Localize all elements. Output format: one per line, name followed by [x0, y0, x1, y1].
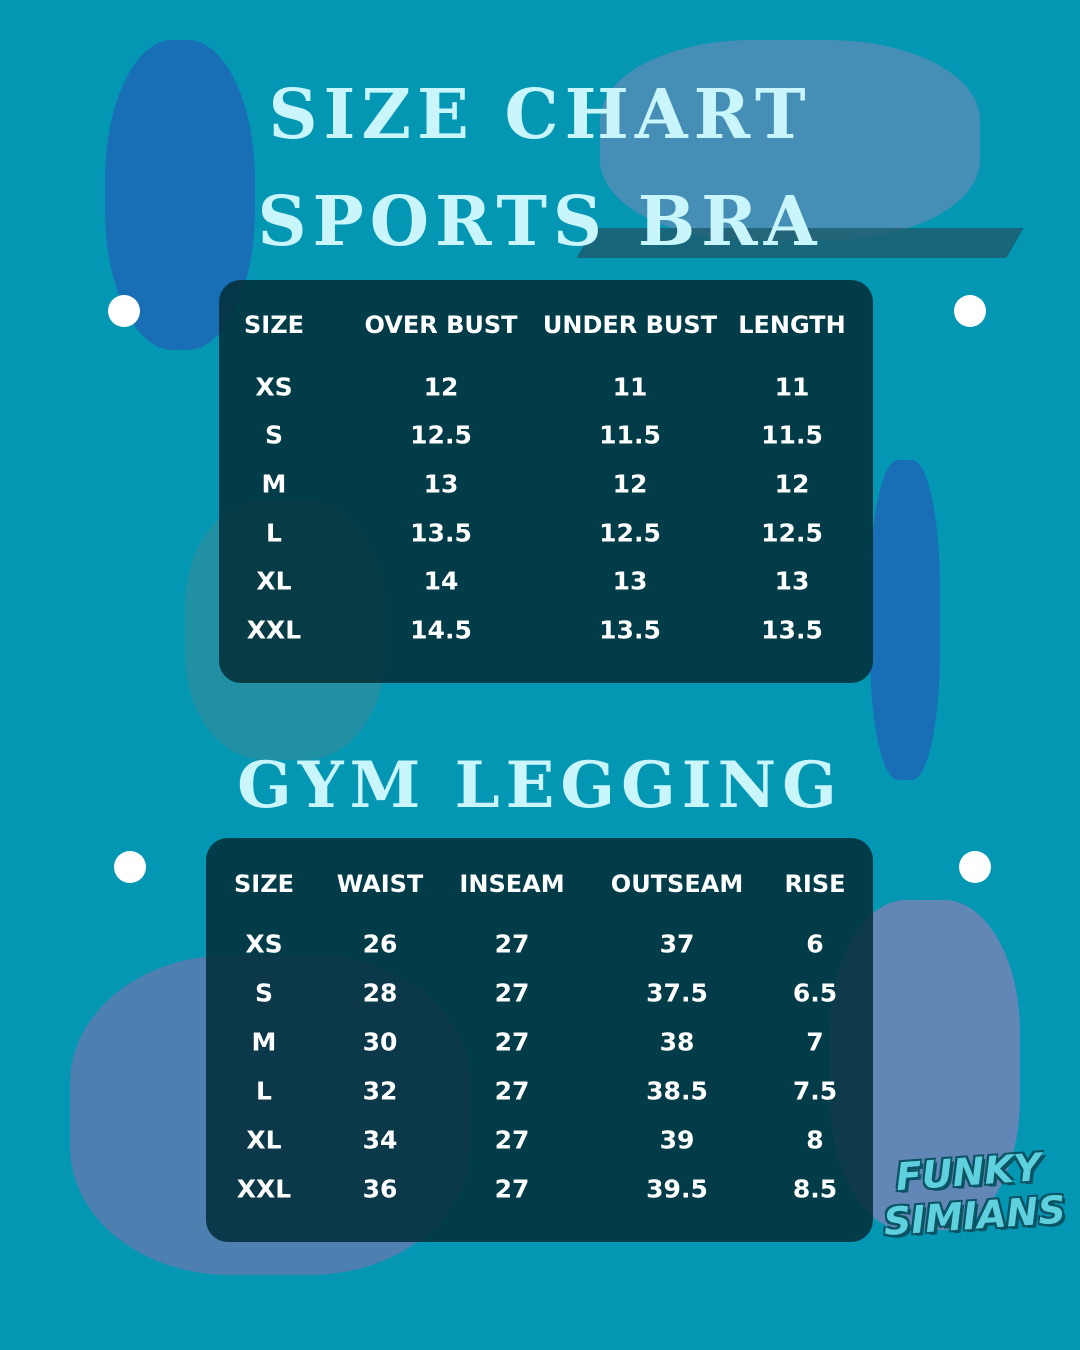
- title-gym-legging: GYM LEGGING: [237, 748, 843, 823]
- table-cell: 37.5: [646, 978, 708, 1008]
- table-cell: 11.5: [761, 420, 823, 450]
- table-cell: XL: [246, 1125, 282, 1155]
- column-header-rise: RISE: [784, 870, 846, 898]
- column-header-over-bust: OVER BUST: [364, 311, 518, 339]
- decorative-dot: [114, 851, 146, 883]
- woman-yoga-illustration: [600, 40, 980, 240]
- table-cell: 38.5: [646, 1076, 708, 1106]
- table-cell: 7.5: [792, 1076, 838, 1106]
- table-cell: 14: [423, 566, 459, 596]
- table-cell: 27: [494, 1125, 530, 1155]
- table-cell: 28: [362, 978, 398, 1008]
- table-cell: 7: [806, 1027, 824, 1057]
- table-cell: L: [266, 518, 282, 548]
- table-cell: XS: [245, 929, 283, 959]
- table-cell: XXL: [246, 615, 302, 645]
- table-cell: 27: [494, 929, 530, 959]
- gym-legging-size-table: SIZE WAIST INSEAM OUTSEAM RISE XS 26 27 37 6 S 28 27…: [206, 838, 873, 1242]
- decorative-dot: [954, 295, 986, 327]
- column-header-inseam: INSEAM: [459, 870, 565, 898]
- table-cell: S: [254, 978, 274, 1008]
- table-cell: 13: [612, 566, 648, 596]
- table-cell: 27: [494, 1076, 530, 1106]
- table-cell: 11.5: [599, 420, 661, 450]
- table-cell: 39.5: [646, 1174, 708, 1204]
- table-cell: 13.5: [410, 518, 472, 548]
- woman-jump-rope-illustration: [870, 460, 940, 780]
- table-cell: 13: [423, 469, 459, 499]
- table-cell: 11: [612, 372, 648, 402]
- table-cell: 13.5: [599, 615, 661, 645]
- table-cell: 8: [806, 1125, 824, 1155]
- column-header-under-bust: UNDER BUST: [542, 311, 718, 339]
- table-cell: S: [264, 420, 284, 450]
- table-cell: 11: [774, 372, 810, 402]
- table-cell: XS: [255, 372, 293, 402]
- title-sports-bra: SPORTS BRA: [257, 182, 823, 262]
- table-cell: 6.5: [792, 978, 838, 1008]
- table-cell: 37: [659, 929, 695, 959]
- column-header-outseam: OUTSEAM: [610, 870, 744, 898]
- table-cell: 26: [362, 929, 398, 959]
- column-header-size: SIZE: [243, 311, 305, 339]
- table-cell: 12: [774, 469, 810, 499]
- column-header-length: LENGTH: [738, 311, 846, 339]
- table-cell: 14.5: [410, 615, 472, 645]
- column-header-size: SIZE: [233, 870, 295, 898]
- table-cell: XL: [256, 566, 292, 596]
- table-cell: 6: [806, 929, 824, 959]
- table-cell: 27: [494, 978, 530, 1008]
- table-cell: M: [261, 469, 287, 499]
- table-cell: 39: [659, 1125, 695, 1155]
- table-cell: 30: [362, 1027, 398, 1057]
- table-cell: 27: [494, 1174, 530, 1204]
- table-cell: 36: [362, 1174, 398, 1204]
- table-cell: 27: [494, 1027, 530, 1057]
- table-cell: XXL: [236, 1174, 292, 1204]
- table-cell: 12.5: [410, 420, 472, 450]
- table-cell: 12: [612, 469, 648, 499]
- table-cell: 13.5: [761, 615, 823, 645]
- title-size-chart: SIZE CHART: [268, 75, 812, 155]
- table-cell: 32: [362, 1076, 398, 1106]
- funky-simians-logo: FUNKY SIMIANS: [879, 1144, 1067, 1244]
- decorative-dot: [108, 295, 140, 327]
- table-cell: 13: [774, 566, 810, 596]
- table-cell: 8.5: [792, 1174, 838, 1204]
- table-cell: 12: [423, 372, 459, 402]
- decorative-dot: [959, 851, 991, 883]
- table-cell: 12.5: [761, 518, 823, 548]
- table-cell: 38: [659, 1027, 695, 1057]
- table-cell: 12.5: [599, 518, 661, 548]
- table-cell: 34: [362, 1125, 398, 1155]
- column-header-waist: WAIST: [336, 870, 424, 898]
- table-cell: L: [256, 1076, 272, 1106]
- sports-bra-size-table: SIZE OVER BUST UNDER BUST LENGTH XS 12 11 11 S 12…: [219, 280, 873, 683]
- table-cell: M: [251, 1027, 277, 1057]
